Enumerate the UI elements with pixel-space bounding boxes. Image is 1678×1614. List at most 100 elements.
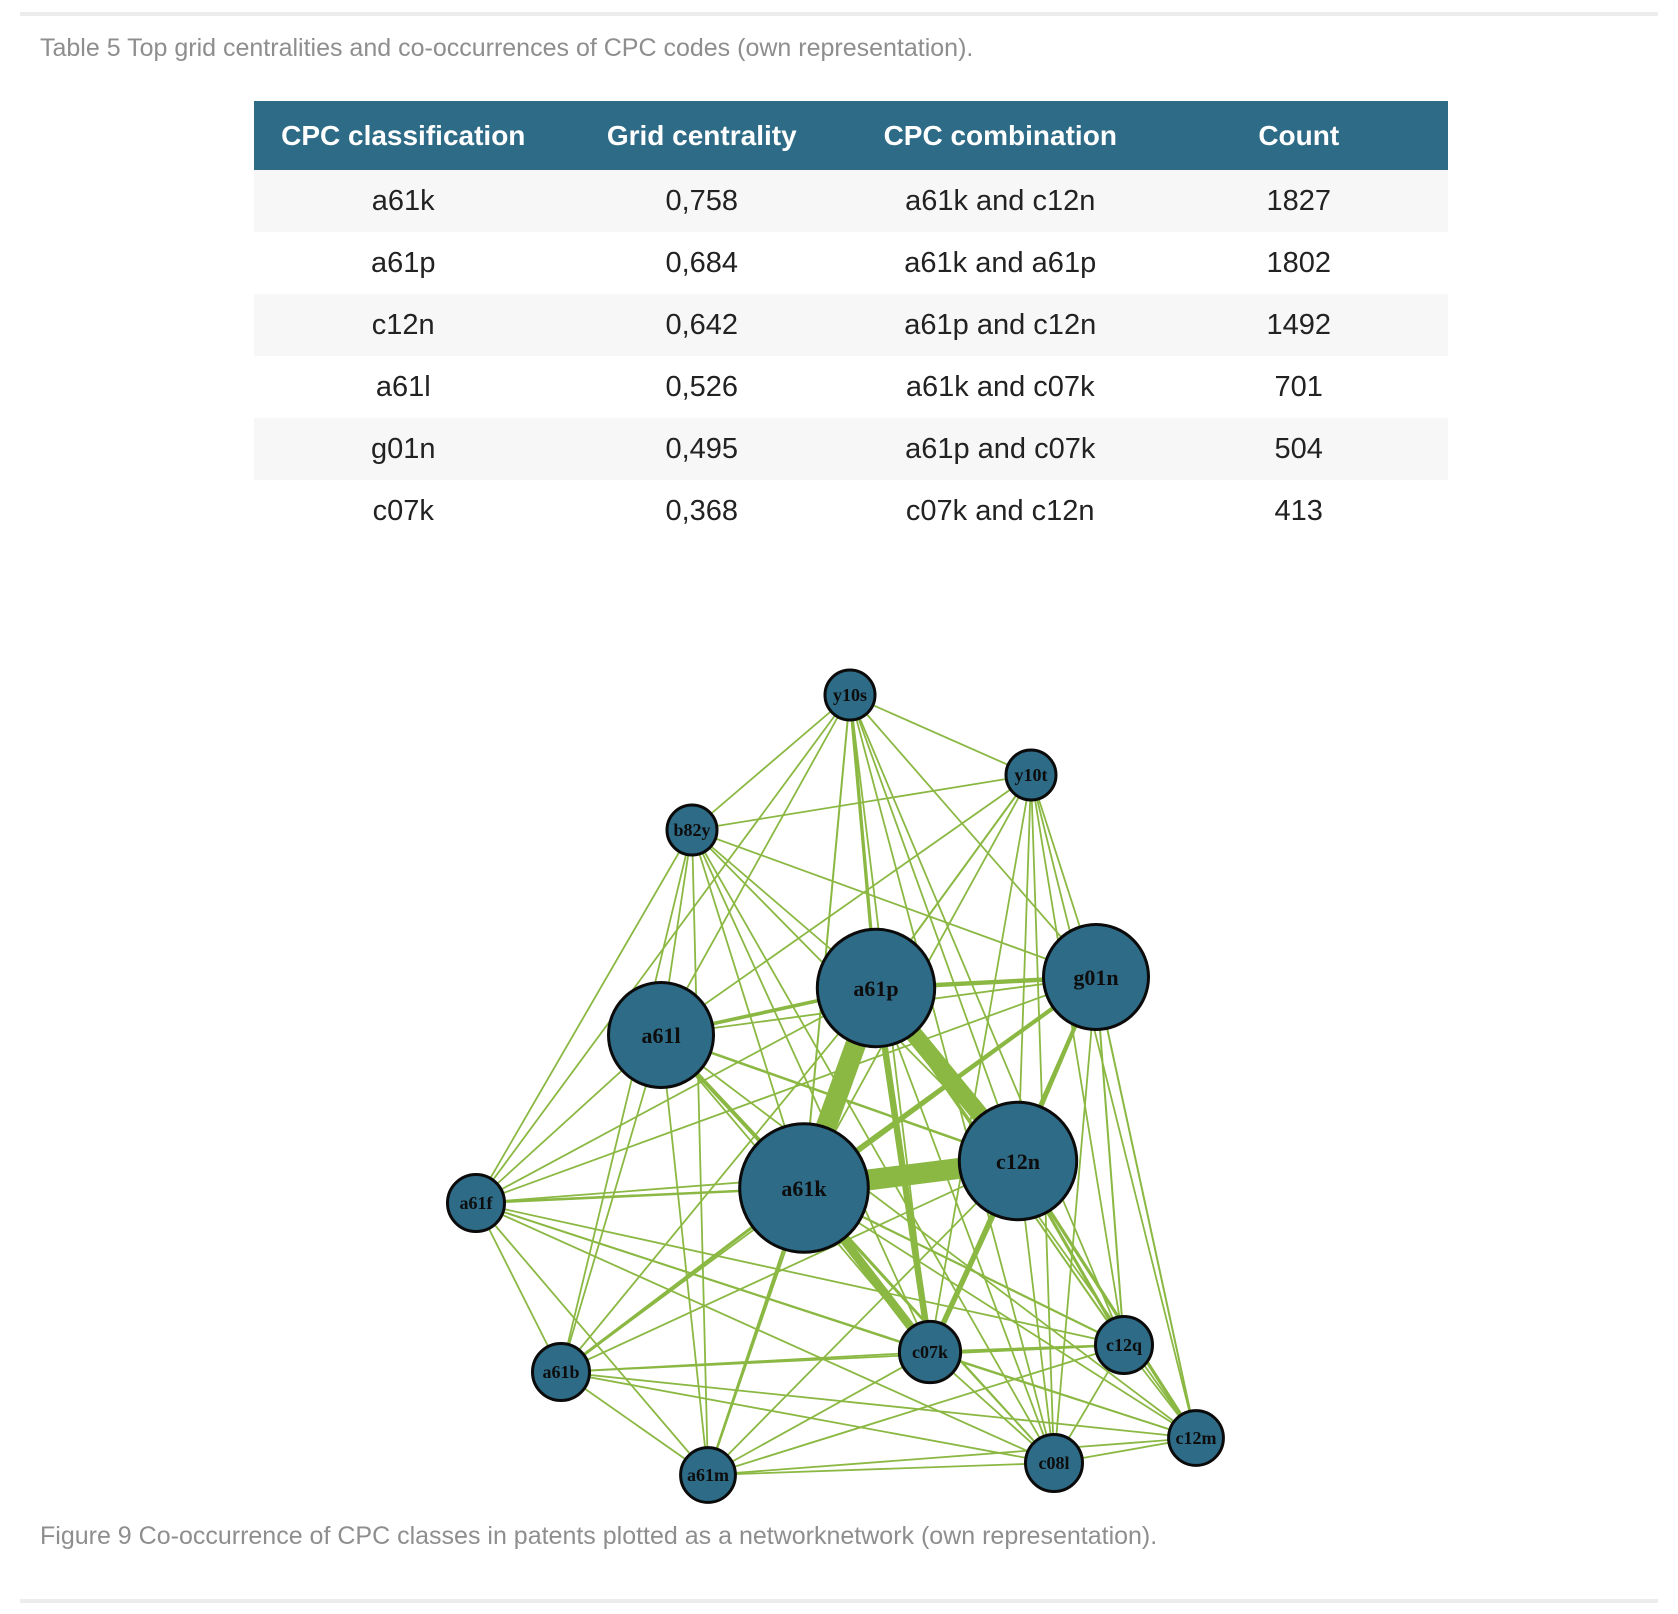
table-row: a61k 0,758 a61k and c12n 1827 xyxy=(254,170,1448,232)
cell-grid-centrality: 0,495 xyxy=(552,418,851,480)
node-a61b: a61b xyxy=(531,1342,591,1402)
edge-a61m-c08l xyxy=(707,1462,1055,1476)
edge-b82y-a61m xyxy=(691,829,709,1476)
edge-b82y-g01n xyxy=(691,829,1097,978)
node-circle xyxy=(897,1319,963,1385)
edge-y10s-c08l xyxy=(849,694,1055,1464)
edge-c07k-c12m xyxy=(929,1351,1197,1439)
node-label: a61m xyxy=(687,1465,729,1485)
cell-cpc-combination: a61p and c07k xyxy=(851,418,1150,480)
header-cpc-combination: CPC combination xyxy=(851,101,1150,170)
cell-count: 701 xyxy=(1149,356,1448,418)
node-g01n: g01n xyxy=(1042,923,1150,1031)
node-circle xyxy=(1024,1433,1084,1493)
node-label: a61p xyxy=(853,976,898,1001)
node-y10s: y10s xyxy=(823,668,877,722)
node-circle xyxy=(957,1100,1079,1222)
node-circle xyxy=(665,803,719,857)
bottom-rule xyxy=(20,1599,1658,1603)
edge-y10s-g01n xyxy=(849,694,1097,978)
cell-grid-centrality: 0,526 xyxy=(552,356,851,418)
edge-g01n-c12m xyxy=(1094,975,1198,1440)
cell-cpc-classification: c07k xyxy=(254,480,553,542)
node-c12n: c12n xyxy=(957,1100,1079,1222)
node-label: g01n xyxy=(1073,965,1118,990)
edge-a61k-y10s xyxy=(802,693,852,1190)
edge-y10s-a61l xyxy=(660,694,851,1036)
cell-count: 1802 xyxy=(1149,232,1448,294)
edge-a61p-a61f xyxy=(475,987,877,1204)
cell-cpc-combination: a61k and c07k xyxy=(851,356,1150,418)
table-row: a61p 0,684 a61k and a61p 1802 xyxy=(254,232,1448,294)
node-circle xyxy=(815,927,937,1049)
node-label: a61l xyxy=(641,1023,680,1048)
node-circle xyxy=(531,1342,591,1402)
cell-cpc-classification: a61l xyxy=(254,356,553,418)
node-label: c12m xyxy=(1176,1428,1217,1448)
node-circle xyxy=(823,668,877,722)
header-grid-centrality: Grid centrality xyxy=(552,101,851,170)
network-nodes: y10s y10t b82y a61p g01n a61l c12n a61k a61f c07k… xyxy=(446,668,1225,1504)
node-a61l: a61l xyxy=(607,981,715,1089)
edge-b82y-c08l xyxy=(691,829,1055,1464)
edge-a61k-c12m xyxy=(803,1187,1197,1439)
table-row: c12n 0,642 a61p and c12n 1492 xyxy=(254,294,1448,356)
edge-b82y-c07k xyxy=(691,829,931,1353)
cell-count: 1827 xyxy=(1149,170,1448,232)
table-header-row: CPC classification Grid centrality CPC c… xyxy=(254,101,1448,170)
node-label: a61k xyxy=(781,1176,827,1201)
edge-y10t-b82y xyxy=(691,774,1032,831)
node-label: c07k xyxy=(912,1342,948,1362)
node-label: y10t xyxy=(1015,765,1048,785)
edge-a61f-a61m xyxy=(475,1202,709,1476)
cell-grid-centrality: 0,642 xyxy=(552,294,851,356)
edge-y10s-y10t xyxy=(849,694,1032,776)
cell-cpc-classification: g01n xyxy=(254,418,553,480)
edge-a61l-a61b xyxy=(560,1034,662,1373)
edge-y10t-a61l xyxy=(660,774,1032,1036)
edge-y10s-b82y xyxy=(691,694,851,831)
node-c12m: c12m xyxy=(1167,1409,1225,1467)
edge-a61f-c08l xyxy=(475,1202,1055,1464)
edge-y10s-c12q xyxy=(849,694,1125,1346)
node-label: y10s xyxy=(833,685,867,705)
node-circle xyxy=(607,981,715,1089)
cpc-table: CPC classification Grid centrality CPC c… xyxy=(254,101,1448,542)
node-circle xyxy=(446,1173,506,1233)
cell-cpc-combination: a61p and c12n xyxy=(851,294,1150,356)
edge-b82y-a61b xyxy=(560,829,693,1373)
cell-count: 413 xyxy=(1149,480,1448,542)
edge-c12n-a61m xyxy=(707,1160,1019,1476)
edge-g01n-c12q xyxy=(1094,975,1126,1347)
edge-g01n-a61f xyxy=(475,976,1097,1204)
edge-g01n-c08l xyxy=(1053,976,1097,1464)
cell-count: 1492 xyxy=(1149,294,1448,356)
table-caption: Table 5 Top grid centralities and co-occ… xyxy=(40,34,974,62)
edge-a61f-c12q xyxy=(475,1202,1125,1346)
table-row: g01n 0,495 a61p and c07k 504 xyxy=(254,418,1448,480)
node-label: b82y xyxy=(673,820,710,840)
cell-grid-centrality: 0,758 xyxy=(552,170,851,232)
edge-b82y-a61f xyxy=(475,829,693,1204)
node-label: c12q xyxy=(1106,1335,1142,1355)
edge-a61l-c12n xyxy=(659,1033,1020,1163)
cell-grid-centrality: 0,368 xyxy=(552,480,851,542)
cell-cpc-combination: a61k and c12n xyxy=(851,170,1150,232)
node-circle xyxy=(679,1446,737,1504)
top-rule xyxy=(20,12,1658,16)
edge-y10s-c12n xyxy=(849,694,1019,1162)
cell-cpc-classification: c12n xyxy=(254,294,553,356)
cell-cpc-classification: a61p xyxy=(254,232,553,294)
edge-y10t-c12q xyxy=(1030,774,1125,1346)
node-circle xyxy=(1094,1315,1154,1375)
node-circle xyxy=(738,1122,870,1254)
node-circle xyxy=(1042,923,1150,1031)
edge-a61p-a61b xyxy=(560,987,877,1373)
table-row: a61l 0,526 a61k and c07k 701 xyxy=(254,356,1448,418)
edge-y10t-c12m xyxy=(1030,774,1197,1439)
edge-a61m-c07k xyxy=(707,1351,931,1476)
node-a61m: a61m xyxy=(679,1446,737,1504)
cell-cpc-classification: a61k xyxy=(254,170,553,232)
node-circle xyxy=(1167,1409,1225,1467)
